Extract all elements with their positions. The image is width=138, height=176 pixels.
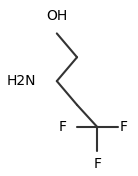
Text: F: F [59,120,67,134]
Text: OH: OH [46,9,67,23]
Text: F: F [93,158,101,171]
Text: F: F [120,120,128,134]
Text: H2N: H2N [7,74,37,88]
